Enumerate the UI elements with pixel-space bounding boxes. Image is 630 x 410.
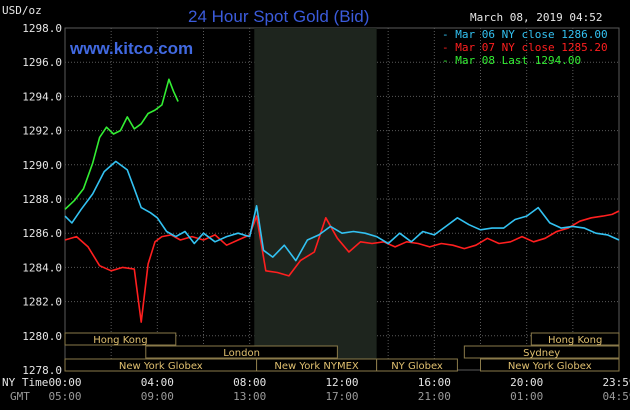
x-tick-gmt: 17:00 — [325, 390, 358, 403]
legend-entry-1: - Mar 07 NY close 1285.20 — [442, 41, 608, 54]
datetime-label: March 08, 2019 04:52 — [470, 11, 602, 24]
legend: - Mar 06 NY close 1286.00- Mar 07 NY clo… — [442, 28, 608, 67]
session-box-2 — [145, 345, 338, 359]
x-tick-ny: 12:00 — [325, 376, 358, 389]
y-tick-label: 1288.0 — [22, 193, 62, 206]
y-tick-label: 1280.0 — [22, 330, 62, 343]
x-tick-ny: 00:00 — [48, 376, 81, 389]
x-tick-gmt: 04:59 — [602, 390, 630, 403]
y-tick-label: 1290.0 — [22, 159, 62, 172]
session-box-1 — [530, 332, 620, 346]
session-box-7 — [480, 358, 620, 372]
y-tick-label: 1282.0 — [22, 296, 62, 309]
x-tick-gmt: 05:00 — [48, 390, 81, 403]
session-box-3 — [463, 345, 620, 359]
session-label-4: New York Globex — [119, 361, 203, 372]
chart-title: 24 Hour Spot Gold (Bid) — [188, 7, 369, 26]
x-tick-gmt: 01:00 — [510, 390, 543, 403]
gmt-label: GMT — [10, 390, 30, 403]
legend-entry-0: - Mar 06 NY close 1286.00 — [442, 28, 608, 41]
session-box-6 — [376, 358, 458, 372]
series-line-1 — [64, 210, 620, 323]
x-tick-gmt: 09:00 — [141, 390, 174, 403]
site-url-link[interactable]: www.kitco.com — [69, 39, 193, 58]
chart-series-lines — [64, 78, 620, 323]
session-label-2: London — [223, 348, 260, 359]
legend-entry-2: - Mar 08 Last 1294.00 — [442, 54, 581, 67]
y-tick-label: 1284.0 — [22, 261, 62, 274]
x-tick-gmt: 13:00 — [233, 390, 266, 403]
nymex-session-highlight — [254, 28, 377, 370]
x-tick-ny: 08:00 — [233, 376, 266, 389]
y-tick-label: 1286.0 — [22, 227, 62, 240]
y-tick-labels: 1278.0 1280.0 1282.0 1284.0 1286.0 1288.0 1290… — [22, 22, 62, 377]
x-tick-ny: 04:00 — [141, 376, 174, 389]
x-tick-ny: 16:00 — [418, 376, 451, 389]
session-label-5: New York NYMEX — [274, 361, 359, 372]
session-label-7: New York Globex — [508, 361, 592, 372]
y-tick-label: 1296.0 — [22, 56, 62, 69]
session-label-1: Hong Kong — [548, 335, 602, 346]
ny-time-label: NY Time — [2, 376, 48, 389]
x-tick-ny: 23:59 — [602, 376, 630, 389]
y-tick-label: 1292.0 — [22, 125, 62, 138]
series-line-2 — [64, 78, 179, 210]
unit-label: USD/oz — [2, 4, 42, 17]
session-box-0 — [64, 332, 177, 346]
y-tick-label: 1278.0 — [22, 364, 62, 377]
session-label-0: Hong Kong — [93, 335, 147, 346]
trading-sessions: Hong Kong Hong Kong London Sydney New York G… — [64, 332, 620, 372]
y-tick-label: 1298.0 — [22, 22, 62, 35]
y-tick-label: 1294.0 — [22, 90, 62, 103]
session-label-3: Sydney — [523, 348, 560, 359]
x-tick-gmt: 21:00 — [418, 390, 451, 403]
series-line-0 — [64, 160, 620, 262]
session-label-6: NY Globex — [391, 361, 443, 372]
x-tick-ny: 20:00 — [510, 376, 543, 389]
